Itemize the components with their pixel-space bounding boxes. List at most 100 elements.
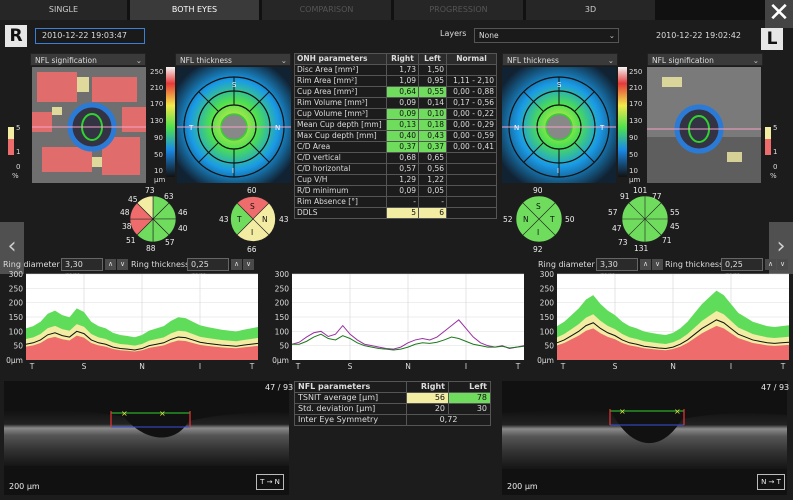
onh-cell: - — [386, 196, 419, 208]
svg-text:S: S — [557, 81, 562, 89]
onh-cell: 0,17 - 0,56 — [446, 97, 497, 109]
scale-unit: μm — [629, 176, 641, 184]
prev-arrow-icon[interactable]: ‹ — [0, 222, 24, 274]
onh-row: Cup Area [mm²] 0,64 0,55 0,00 - 0,88 — [294, 86, 497, 98]
chevron-up-icon[interactable]: ∧ — [105, 259, 116, 270]
right-signification-map — [32, 67, 146, 183]
y-tick-label: 300 — [540, 270, 555, 279]
left-oct-bscan: × × — [502, 381, 787, 495]
onh-cell: 1,22 — [418, 174, 447, 186]
scale-tick: 250 — [150, 68, 164, 76]
nfl-cell: Std. deviation [μm] — [294, 403, 407, 415]
chevron-down-icon[interactable]: ∨ — [652, 259, 663, 270]
sector-value: 66 — [247, 245, 257, 254]
onh-row: Rim Volume [mm³] 0,09 0,14 0,17 - 0,56 — [294, 97, 497, 109]
y-tick-label: 200 — [540, 299, 555, 308]
ring-diameter-label: Ring diameter — [3, 260, 60, 269]
onh-cell: Disc Area [mm²] — [294, 64, 387, 76]
x-tick-label: N — [139, 362, 145, 371]
onh-cell: C/D vertical — [294, 152, 387, 164]
svg-text:N: N — [514, 124, 519, 132]
sector-value: 73 — [145, 186, 155, 195]
chevron-down-icon: ⌄ — [280, 56, 287, 65]
onh-cell: R/D minimum — [294, 185, 387, 197]
chevron-down-icon[interactable]: ∨ — [777, 259, 788, 270]
left-thickness-select[interactable]: NFL thickness ⌄ — [502, 53, 618, 66]
onh-cell: 0,09 — [386, 185, 419, 197]
layers-select[interactable]: None ⌄ — [474, 28, 619, 43]
svg-text:T: T — [236, 215, 242, 224]
x-tick-label: T — [29, 362, 35, 371]
sector-value: 43 — [279, 215, 289, 224]
scale-tick: 250 — [629, 68, 643, 76]
close-icon[interactable]: ✕ — [765, 0, 793, 28]
y-tick-label: 100 — [540, 327, 555, 336]
onh-cell: 0,00 - 0,88 — [446, 86, 497, 98]
right-signification-select[interactable]: NFL signification ⌄ — [30, 53, 146, 66]
onh-cell: Mean Cup depth [mm] — [294, 119, 387, 131]
sector-value: 40 — [178, 224, 188, 233]
sector-value: 47 — [612, 224, 622, 233]
onh-cell — [446, 152, 497, 164]
scale-tick: 210 — [150, 84, 164, 92]
x-tick-label: S — [613, 362, 618, 371]
left-eye-badge: L — [761, 28, 783, 50]
tab-both-eyes[interactable]: BOTH EYES — [130, 0, 260, 20]
scale-tick: 170 — [629, 100, 643, 108]
left-signification-select[interactable]: NFL signification ⌄ — [647, 53, 763, 66]
y-tick-label: 150 — [275, 313, 290, 322]
sector-value: 51 — [126, 236, 136, 245]
sig-tick: 1 — [16, 148, 21, 156]
onh-cell: DDLS — [294, 207, 387, 219]
onh-row: Disc Area [mm²] 1,73 1,50 — [294, 64, 497, 76]
tab-progression[interactable]: PROGRESSION — [394, 0, 524, 20]
svg-text:S: S — [250, 202, 255, 211]
onh-cell: 0,40 — [386, 130, 419, 142]
onh-cell — [446, 207, 497, 219]
scalebar: 200 μm — [9, 482, 40, 491]
onh-cell — [446, 174, 497, 186]
onh-cell: 0,09 — [386, 97, 419, 109]
tab-single[interactable]: SINGLE — [0, 0, 128, 20]
tab-comparison[interactable]: COMPARISON — [262, 0, 392, 20]
y-tick-label: 50 — [279, 342, 289, 351]
sector-value: 73 — [618, 238, 628, 247]
chevron-up-icon[interactable]: ∧ — [765, 259, 776, 270]
y-tick-label: 50 — [544, 342, 554, 351]
right-thickness-select[interactable]: NFL thickness ⌄ — [175, 53, 291, 66]
sig-tick: 5 — [16, 124, 21, 132]
right-exam-date[interactable]: 2010-12-22 19:03:47 — [35, 28, 145, 44]
onh-cell: 0,55 — [418, 86, 447, 98]
svg-text:×: × — [121, 409, 128, 418]
sig-tick: 0 — [773, 163, 778, 171]
onh-cell: Cup Volume [mm³] — [294, 108, 387, 120]
nfl-cell: 78 — [448, 392, 491, 404]
chevron-down-icon[interactable]: ∨ — [117, 259, 128, 270]
y-tick-label: 0μm — [537, 356, 554, 365]
left-exam-date: 2010-12-22 19:02:42 — [656, 31, 741, 40]
onh-cell: Cup Area [mm²] — [294, 86, 387, 98]
abnormal-band — [26, 335, 258, 360]
oct-image: × × — [502, 381, 787, 495]
onh-cell — [446, 163, 497, 175]
onh-cell: 1,73 — [386, 64, 419, 76]
chevron-up-icon[interactable]: ∧ — [231, 259, 242, 270]
sector-value: 63 — [164, 192, 174, 201]
nfl-header: NFL parameters — [294, 381, 407, 393]
left-thickness-map: S I N T — [502, 67, 616, 183]
signification-map-image — [32, 67, 146, 183]
svg-text:I: I — [232, 167, 234, 175]
sector-value: 38 — [122, 222, 132, 231]
svg-text:S: S — [232, 81, 237, 89]
sig-legend-red — [8, 139, 14, 155]
y-tick-label: 150 — [540, 313, 555, 322]
nfl-table-wrap: NFL parameters Right Left TSNIT average [μ… — [294, 381, 491, 426]
tab-3d[interactable]: 3D — [526, 0, 656, 20]
chevron-down-icon[interactable]: ∨ — [243, 259, 254, 270]
onh-header: Normal — [446, 53, 497, 65]
onh-cell: Rim Volume [mm³] — [294, 97, 387, 109]
sig-tick: 0 — [16, 163, 21, 171]
chevron-up-icon[interactable]: ∧ — [640, 259, 651, 270]
onh-cell: 0,37 — [418, 141, 447, 153]
y-tick-label: 250 — [275, 284, 290, 293]
